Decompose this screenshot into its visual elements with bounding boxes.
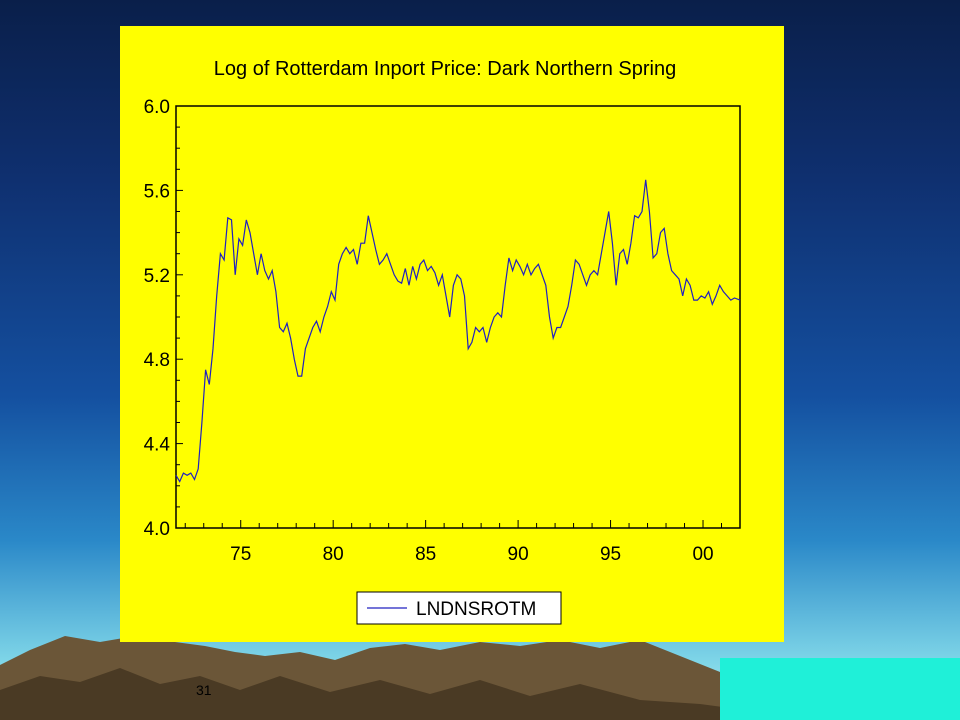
chart-title: Log of Rotterdam Inport Price: Dark Nort… (214, 58, 676, 80)
sea-band (720, 658, 960, 720)
plot-frame (175, 105, 741, 529)
x-tick-label: 75 (230, 544, 251, 565)
mountain-shading (0, 668, 820, 720)
x-tick-label: 00 (692, 544, 713, 565)
legend: LNDNSROTM (356, 591, 562, 625)
y-tick-label: 6.0 (144, 97, 170, 118)
y-tick-label: 4.8 (144, 350, 170, 371)
series-line-lndnsrotm (175, 179, 741, 483)
chart-panel: Log of Rotterdam Inport Price: Dark Nort… (120, 26, 784, 642)
y-tick-label: 4.0 (144, 519, 170, 540)
line-chart: Log of Rotterdam Inport Price: Dark Nort… (144, 58, 741, 625)
x-tick-label: 90 (508, 544, 529, 565)
x-tick-label: 85 (415, 544, 436, 565)
y-tick-label: 5.6 (144, 181, 170, 202)
y-tick-label: 4.4 (144, 435, 171, 456)
x-tick-label: 80 (323, 544, 344, 565)
slide-number: 31 (196, 682, 212, 698)
x-tick-label: 95 (600, 544, 621, 565)
legend-label: LNDNSROTM (416, 599, 536, 620)
y-tick-label: 5.2 (144, 266, 170, 287)
